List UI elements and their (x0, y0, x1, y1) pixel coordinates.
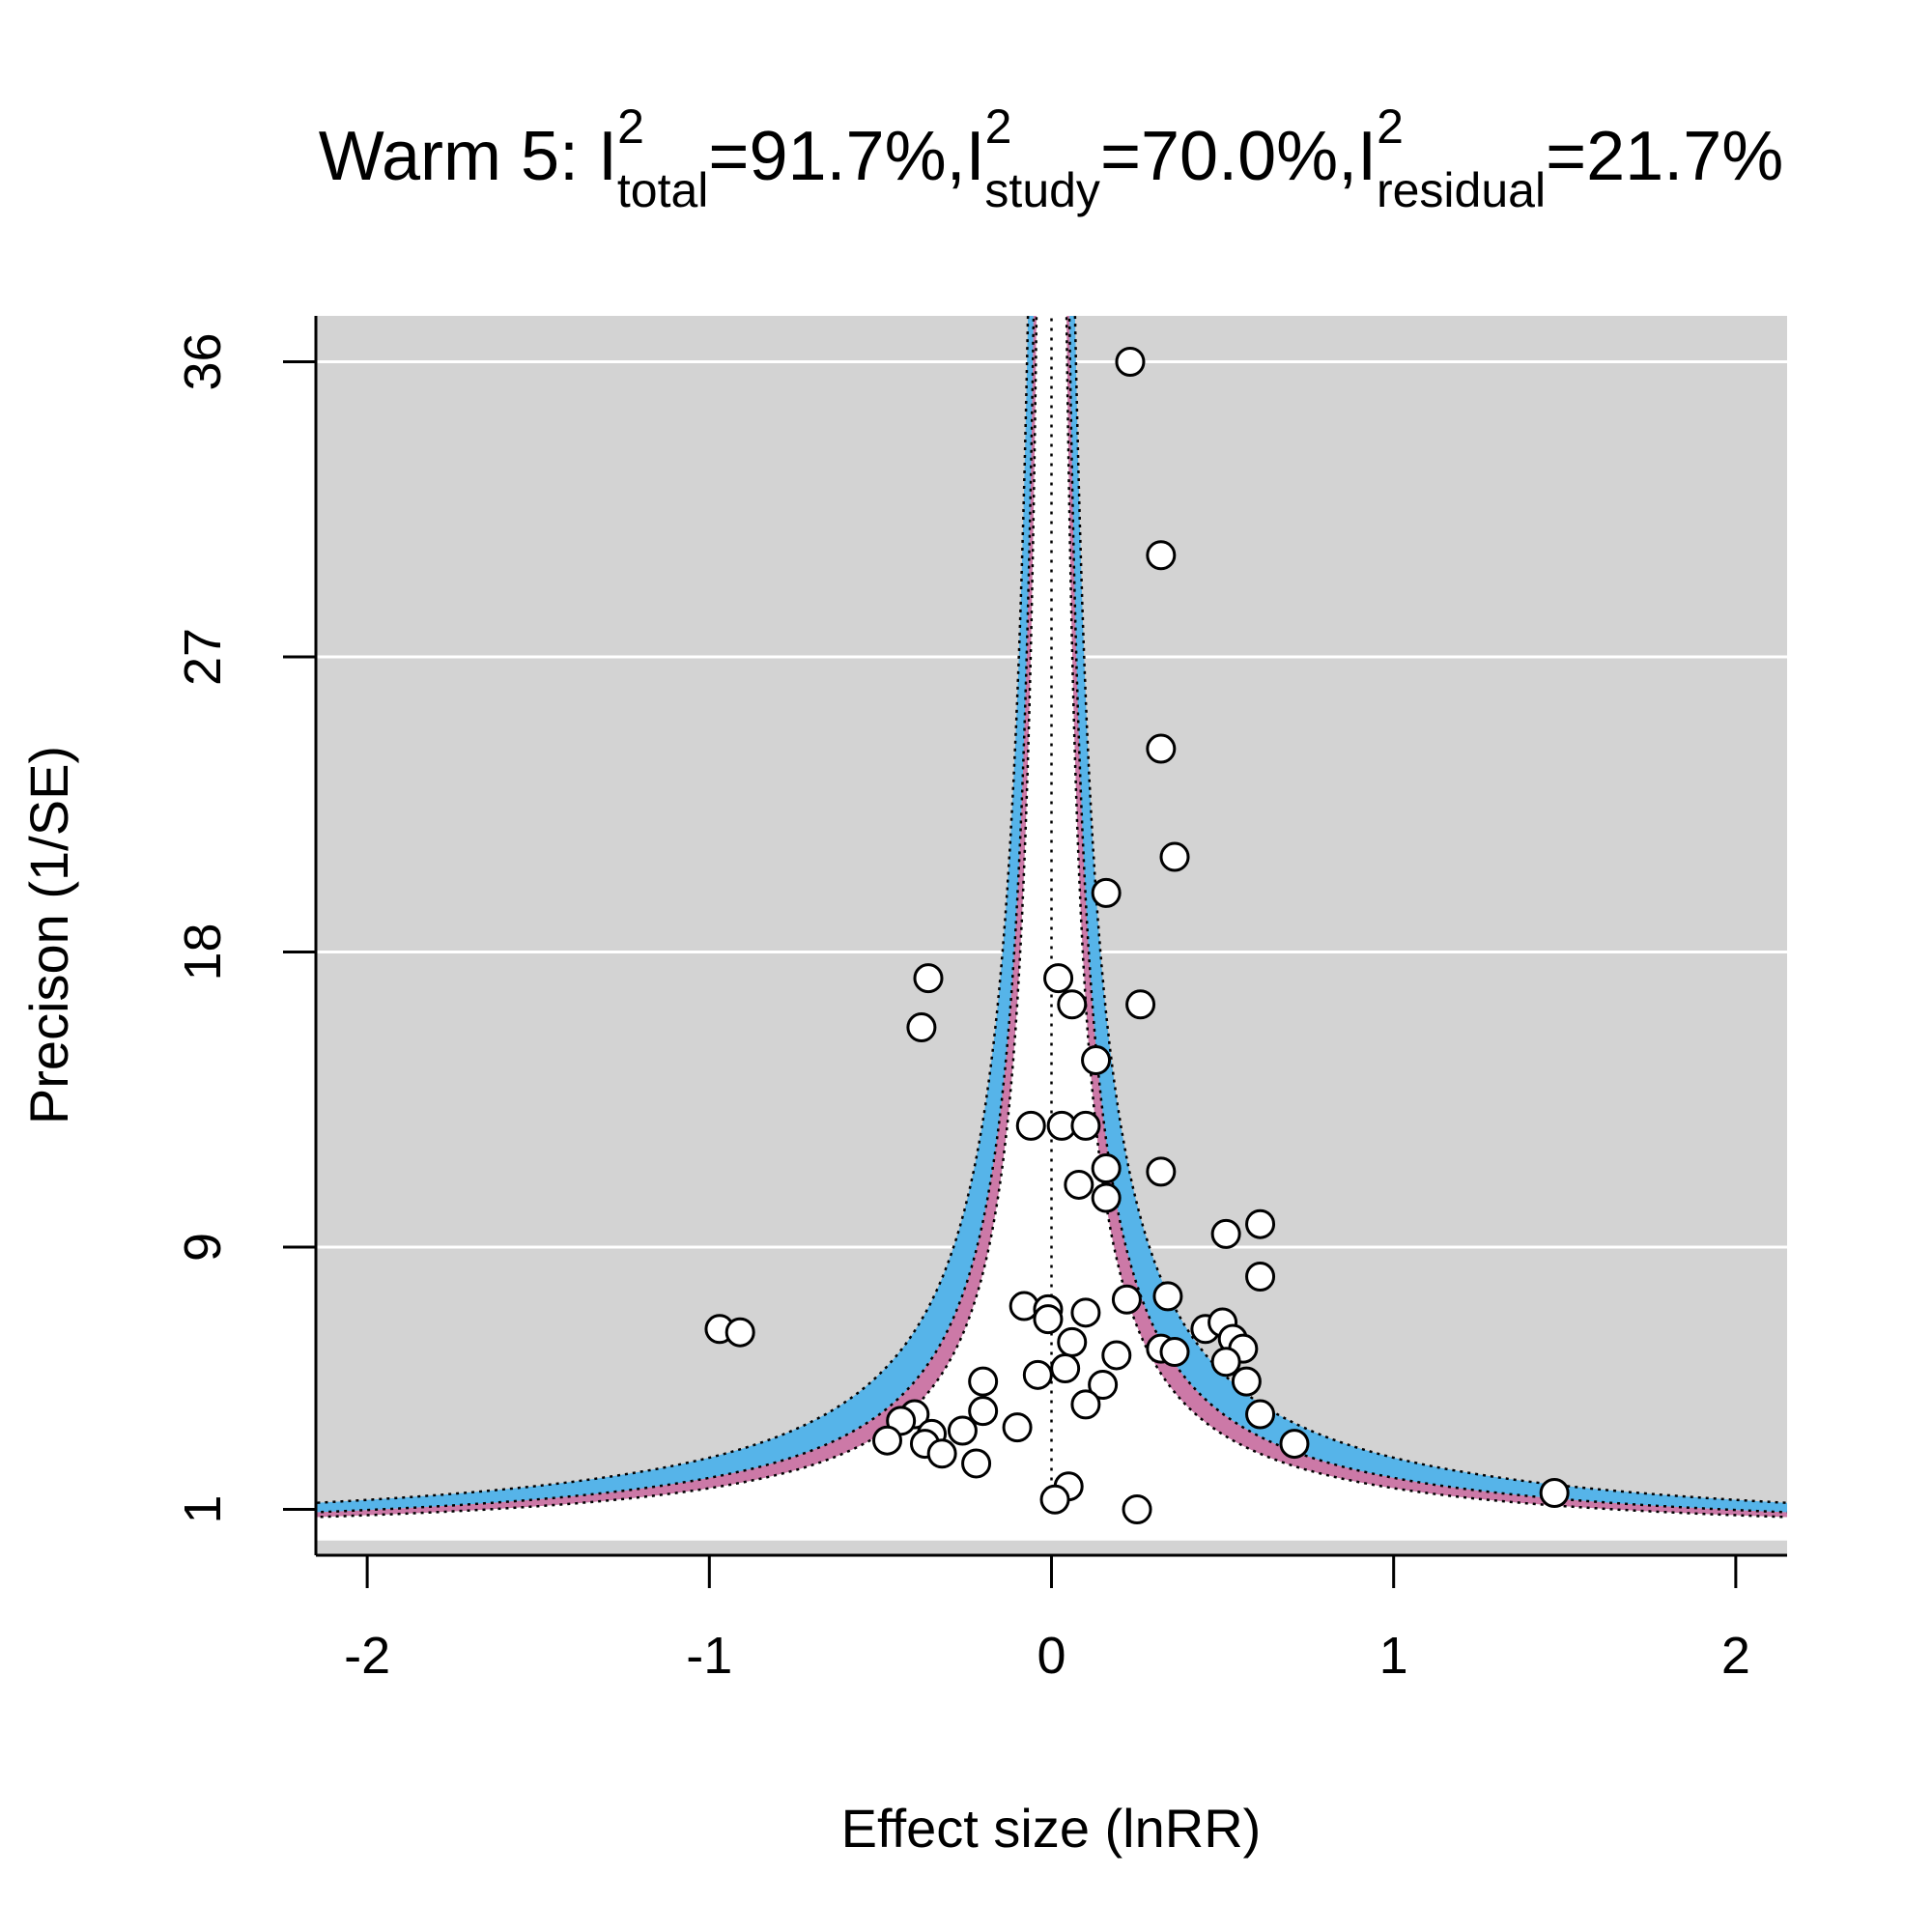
data-point (968, 1366, 999, 1397)
data-point (1070, 1297, 1101, 1328)
title-stat-value: =21.7% (1546, 118, 1783, 195)
x-tick-label: 2 (1721, 1627, 1750, 1685)
title-stat-value: =70.0%, (1100, 118, 1357, 195)
data-point (1146, 540, 1177, 571)
data-point (1210, 1218, 1241, 1249)
title-stat-subscript: study (984, 163, 1100, 217)
data-point (1159, 841, 1190, 872)
title-stat-superscript: 2 (985, 99, 1012, 154)
data-point (724, 1317, 755, 1348)
data-point (1043, 963, 1074, 994)
title-stat-superscript: 2 (1377, 99, 1404, 154)
x-tick-label: -1 (686, 1627, 732, 1685)
data-point (1022, 1359, 1053, 1390)
data-point (1231, 1366, 1262, 1397)
data-point (1245, 1399, 1276, 1430)
y-axis-label: Precison (1/SE) (18, 746, 79, 1124)
title-prefix: Warm 5: (319, 118, 598, 195)
contour-boundary-line (1065, 316, 1787, 1519)
data-point (906, 1012, 937, 1043)
data-point (961, 1448, 992, 1479)
x-axis-label: Effect size (lnRR) (841, 1798, 1262, 1859)
data-point (1115, 347, 1146, 378)
y-tick-label: 18 (174, 923, 232, 980)
title-stat-symbol: I (1357, 118, 1377, 195)
data-point (947, 1415, 978, 1446)
title-stat-symbol: I (966, 118, 985, 195)
chart-title: Warm 5: I2 total=91.7%,I2 study=70.0%,I2 re… (319, 99, 1784, 217)
data-point (1081, 1044, 1112, 1075)
data-point (1091, 877, 1122, 908)
data-point (913, 963, 944, 994)
contour-boundary-line (1067, 316, 1787, 1514)
data-point (1088, 1370, 1119, 1401)
data-point (1111, 1284, 1142, 1315)
data-point (1033, 1304, 1064, 1335)
y-tick-label: 27 (174, 628, 232, 686)
data-point (1159, 1337, 1190, 1368)
data-point (1210, 1347, 1241, 1378)
x-tick-label: -2 (344, 1627, 390, 1685)
data-point (1091, 1152, 1122, 1183)
title-stat-subscript: residual (1377, 163, 1546, 217)
data-point (1122, 1493, 1152, 1524)
title-stat-value: =91.7%, (708, 118, 965, 195)
y-tick-label: 9 (174, 1233, 232, 1262)
y-tick-label: 36 (174, 332, 232, 390)
data-point (1091, 1182, 1122, 1213)
contour-boundary-line (316, 316, 1030, 1505)
data-point (1146, 1156, 1177, 1187)
title-stat-symbol: I (598, 118, 617, 195)
data-point (871, 1425, 902, 1456)
x-tick-label: 1 (1379, 1627, 1408, 1685)
x-tick-label: 0 (1037, 1627, 1065, 1685)
data-point (1002, 1412, 1033, 1443)
data-point (1015, 1110, 1046, 1141)
data-point (1539, 1478, 1570, 1509)
axes: -2 -1 0 1 2 1 9 18 27 36 (174, 316, 1787, 1685)
data-point (1057, 1326, 1088, 1357)
data-point (1245, 1208, 1276, 1239)
data-point (1125, 989, 1156, 1020)
data-point (1070, 1110, 1101, 1141)
data-point (968, 1396, 999, 1427)
data-point (1152, 1281, 1183, 1312)
data-point (1146, 733, 1177, 764)
data-point (1279, 1429, 1310, 1460)
data-point (1050, 1353, 1081, 1384)
data-points (704, 347, 1570, 1524)
data-point (1245, 1261, 1276, 1292)
title-stat-subscript: total (617, 163, 709, 217)
data-point (1101, 1340, 1132, 1371)
data-point (926, 1438, 957, 1469)
title-stat-superscript: 2 (617, 99, 644, 154)
data-point (1070, 1389, 1101, 1420)
contour-boundary-line (316, 316, 1038, 1519)
contour-boundary-line (316, 316, 1036, 1514)
y-tick-label: 1 (174, 1494, 232, 1523)
data-point (1057, 989, 1088, 1020)
data-point (1039, 1484, 1070, 1515)
data-point (1064, 1169, 1094, 1200)
